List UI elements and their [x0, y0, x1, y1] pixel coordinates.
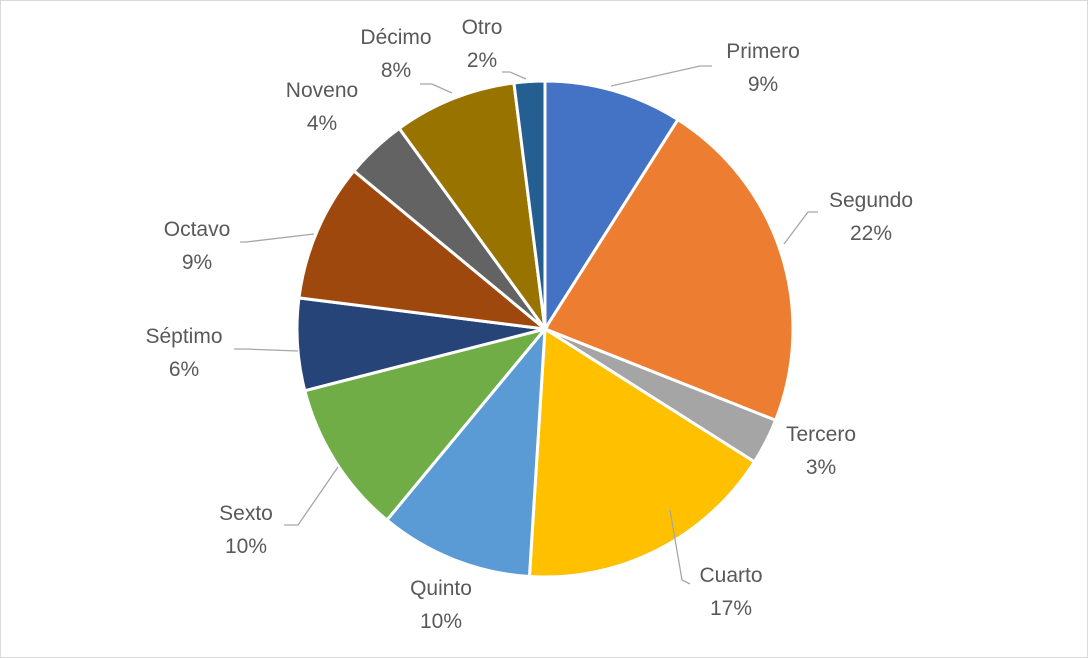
percent-label: 8% [381, 59, 411, 82]
percent-label: 2% [467, 49, 497, 72]
category-label: Séptimo [145, 325, 222, 348]
percent-label: 6% [169, 358, 199, 381]
leader-line [240, 233, 315, 243]
pie-slice-otro [512, 79, 547, 330]
pie-slice-décimo [397, 81, 547, 330]
category-label: Sexto [219, 502, 273, 525]
category-label: Cuarto [699, 564, 762, 587]
percent-label: 17% [710, 597, 752, 620]
leader-line [783, 211, 818, 245]
category-label: Quinto [410, 577, 472, 600]
leader-line [669, 509, 691, 585]
leader-line [284, 466, 339, 526]
percent-label: 9% [182, 251, 212, 274]
leader-line [610, 65, 712, 87]
pie-slice-segundo [542, 117, 795, 423]
category-label: Décimo [360, 26, 431, 49]
category-label: Otro [462, 16, 503, 39]
percent-label: 4% [307, 112, 337, 135]
leader-lines [234, 65, 818, 585]
category-label: Tercero [786, 423, 856, 446]
pie-slices [295, 79, 795, 579]
percent-label: 22% [850, 222, 892, 245]
percent-label: 10% [420, 610, 462, 633]
category-label: Noveno [286, 79, 358, 102]
data-labels: Primero 9% Segundo 22% Tercero 3% Cuarto 17% Qui… [145, 16, 913, 633]
category-label: Octavo [164, 218, 231, 241]
pie-slice-octavo [297, 168, 550, 332]
leader-line [420, 83, 453, 94]
pie-slice-cuarto [527, 326, 757, 579]
percent-label: 3% [806, 456, 836, 479]
percent-label: 9% [748, 73, 778, 96]
leader-line [502, 71, 527, 80]
pie-slice-quinto [384, 324, 547, 579]
category-label: Segundo [829, 189, 913, 212]
leader-line [234, 348, 299, 352]
category-label: Primero [726, 40, 800, 63]
percent-label: 10% [225, 535, 267, 558]
pie-slice-primero [543, 79, 680, 335]
